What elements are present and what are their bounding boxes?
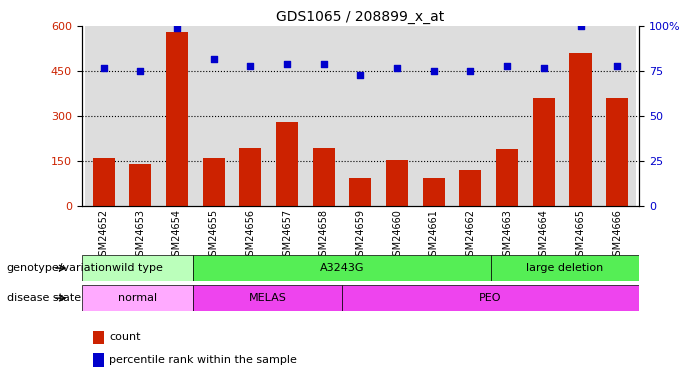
Bar <box>526 26 562 206</box>
Point <box>282 61 292 67</box>
Point <box>98 64 109 70</box>
Bar <box>313 148 335 206</box>
Bar <box>276 122 298 206</box>
Bar <box>606 98 628 206</box>
Bar <box>129 164 151 206</box>
Bar <box>203 158 224 206</box>
Bar <box>562 26 599 206</box>
Bar <box>232 26 269 206</box>
Point <box>355 72 366 78</box>
FancyBboxPatch shape <box>193 255 490 281</box>
Point <box>612 63 623 69</box>
Bar <box>423 178 445 206</box>
Bar <box>350 178 371 206</box>
Bar <box>379 26 415 206</box>
Bar <box>158 26 195 206</box>
Bar <box>305 26 342 206</box>
Text: normal: normal <box>118 293 157 303</box>
FancyBboxPatch shape <box>82 285 193 311</box>
Text: large deletion: large deletion <box>526 263 603 273</box>
Point <box>135 68 146 74</box>
Point <box>428 68 439 74</box>
Bar <box>342 26 379 206</box>
Point <box>208 56 219 62</box>
Point <box>171 25 182 31</box>
FancyBboxPatch shape <box>193 285 342 311</box>
Bar <box>599 26 636 206</box>
Bar <box>122 26 158 206</box>
Point <box>318 61 329 67</box>
Bar <box>92 158 115 206</box>
Text: count: count <box>109 333 141 342</box>
Bar <box>533 98 555 206</box>
FancyBboxPatch shape <box>82 255 193 281</box>
Point <box>539 64 549 70</box>
Bar <box>85 26 122 206</box>
Point <box>392 64 403 70</box>
Text: disease state: disease state <box>7 293 81 303</box>
Title: GDS1065 / 208899_x_at: GDS1065 / 208899_x_at <box>276 10 445 24</box>
Bar <box>489 26 526 206</box>
Point <box>575 23 586 29</box>
Bar <box>452 26 489 206</box>
Text: percentile rank within the sample: percentile rank within the sample <box>109 355 297 365</box>
FancyBboxPatch shape <box>342 285 639 311</box>
Bar <box>569 53 592 206</box>
Bar <box>386 160 408 206</box>
FancyBboxPatch shape <box>490 255 639 281</box>
Bar <box>239 148 261 206</box>
Text: A3243G: A3243G <box>320 263 364 273</box>
Point <box>502 63 513 69</box>
Bar <box>92 353 104 367</box>
Bar <box>269 26 305 206</box>
Text: PEO: PEO <box>479 293 502 303</box>
Bar <box>195 26 232 206</box>
Bar <box>460 170 481 206</box>
Bar <box>415 26 452 206</box>
Text: wild type: wild type <box>112 263 163 273</box>
Point <box>245 63 256 69</box>
Text: genotype/variation: genotype/variation <box>7 263 113 273</box>
Point <box>465 68 476 74</box>
Bar <box>496 149 518 206</box>
Bar <box>92 331 104 344</box>
Bar <box>166 32 188 206</box>
Text: MELAS: MELAS <box>248 293 286 303</box>
